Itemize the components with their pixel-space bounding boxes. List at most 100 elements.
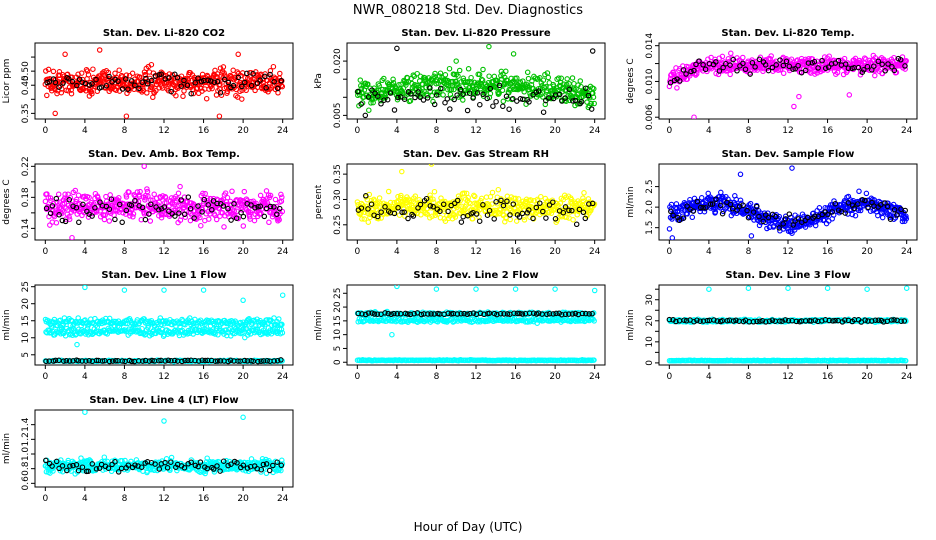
- data-point: [768, 53, 774, 59]
- data-point: [144, 90, 150, 96]
- data-point: [499, 87, 506, 94]
- data-point: [109, 358, 116, 364]
- data-point: [276, 205, 283, 212]
- data-point: [589, 48, 596, 54]
- x-tick-label: 0: [666, 372, 672, 382]
- data-point: [856, 188, 862, 195]
- data-point: [174, 74, 181, 81]
- data-point: [790, 66, 796, 72]
- data-point: [398, 94, 404, 100]
- data-point: [501, 311, 507, 317]
- data-point: [166, 208, 172, 214]
- data-point: [192, 80, 198, 86]
- x-tick-label: 16: [510, 247, 522, 257]
- data-point: [668, 208, 674, 215]
- y-tick-label: 2.0: [645, 200, 655, 215]
- data-point: [100, 71, 107, 77]
- y-tick-label: 0.18: [21, 187, 31, 207]
- data-point: [45, 66, 52, 73]
- data-point: [358, 101, 364, 107]
- data-point: [86, 194, 92, 201]
- data-point: [390, 76, 396, 83]
- data-point: [101, 357, 108, 364]
- y-tick-label: 0.22: [21, 156, 31, 176]
- data-point: [371, 311, 378, 317]
- data-point: [142, 72, 149, 79]
- panel-title: Stan. Dev. Line 1 Flow: [101, 270, 226, 281]
- data-point: [667, 79, 674, 86]
- y-tick-label: 20: [333, 301, 343, 313]
- data-point: [544, 311, 550, 318]
- data-point: [730, 56, 736, 63]
- data-point: [557, 200, 564, 207]
- data-point: [279, 321, 285, 328]
- data-point: [903, 215, 910, 222]
- data-point: [835, 57, 842, 64]
- data-point: [240, 223, 247, 229]
- x-tick-label: 20: [237, 126, 249, 136]
- data-point: [503, 68, 509, 75]
- chart-panel-4: Stan. Dev. Amb. Box Temp.0 4 8 12 16 20 240.14…: [2, 149, 294, 257]
- data-point: [407, 197, 413, 204]
- data-point: [148, 61, 155, 68]
- x-tick-label: 0: [354, 126, 360, 136]
- data-point: [480, 91, 486, 98]
- data-point: [75, 357, 82, 364]
- data-point: [457, 197, 464, 204]
- data-point: [128, 78, 135, 84]
- data-point: [486, 43, 492, 50]
- data-point: [533, 204, 540, 211]
- data-point: [670, 212, 676, 219]
- data-point: [122, 320, 129, 327]
- data-point: [777, 57, 783, 63]
- data-point: [558, 75, 565, 82]
- data-point: [267, 203, 274, 210]
- data-point: [464, 311, 470, 318]
- data-point: [822, 65, 829, 72]
- data-point: [798, 69, 805, 76]
- data-point: [399, 209, 405, 216]
- data-point: [491, 310, 498, 317]
- data-point: [222, 74, 229, 80]
- data-point: [887, 212, 894, 219]
- data-point: [849, 211, 856, 218]
- x-tick-label: 16: [198, 372, 210, 382]
- data-point: [832, 200, 839, 207]
- data-points: [354, 164, 598, 228]
- data-point: [498, 197, 504, 204]
- data-point: [126, 189, 132, 195]
- data-points: [666, 165, 910, 240]
- data-point: [244, 358, 251, 364]
- data-point: [525, 204, 532, 210]
- data-point: [689, 214, 696, 221]
- data-point: [428, 311, 434, 317]
- data-point: [424, 211, 431, 217]
- data-point: [460, 91, 466, 97]
- data-point: [221, 76, 228, 83]
- data-point: [214, 200, 220, 207]
- data-point: [52, 86, 58, 93]
- data-point: [486, 207, 493, 214]
- data-point: [444, 96, 451, 102]
- x-tick-label: 12: [158, 372, 169, 382]
- data-point: [278, 191, 284, 198]
- data-point: [359, 100, 366, 106]
- data-point: [417, 94, 423, 100]
- data-point: [796, 93, 802, 100]
- data-point: [212, 358, 219, 364]
- data-point: [185, 194, 192, 200]
- data-point: [178, 197, 184, 203]
- data-point: [123, 194, 130, 200]
- data-point: [108, 196, 115, 202]
- data-point: [203, 95, 210, 102]
- data-point: [43, 205, 50, 212]
- data-point: [752, 64, 758, 70]
- data-point: [815, 65, 821, 71]
- data-point: [257, 203, 264, 210]
- data-point: [871, 63, 877, 69]
- data-point: [802, 224, 809, 230]
- data-point: [130, 214, 136, 220]
- data-point: [150, 208, 156, 215]
- data-point: [583, 200, 589, 206]
- data-point: [147, 218, 154, 224]
